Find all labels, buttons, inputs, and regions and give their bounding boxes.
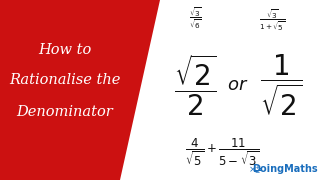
- Text: $\dfrac{\sqrt{2}}{2}$: $\dfrac{\sqrt{2}}{2}$: [173, 52, 217, 118]
- Text: $\times\!\frac{+}{-}$: $\times\!\frac{+}{-}$: [248, 164, 262, 174]
- Text: Rationalise the: Rationalise the: [9, 73, 121, 87]
- Text: DoingMaths: DoingMaths: [252, 164, 318, 174]
- Text: $\mathit{or}$: $\mathit{or}$: [227, 76, 249, 94]
- Polygon shape: [0, 0, 160, 180]
- Text: Denominator: Denominator: [17, 105, 113, 119]
- Text: How to: How to: [38, 43, 92, 57]
- Text: $\frac{\sqrt{3}}{1+\sqrt{5}}$: $\frac{\sqrt{3}}{1+\sqrt{5}}$: [259, 7, 285, 33]
- Text: $\frac{\sqrt{3}}{\sqrt{6}}$: $\frac{\sqrt{3}}{\sqrt{6}}$: [188, 5, 202, 31]
- Text: $\dfrac{4}{\sqrt{5}}+\dfrac{11}{5-\sqrt{3}}$: $\dfrac{4}{\sqrt{5}}+\dfrac{11}{5-\sqrt{…: [185, 136, 259, 168]
- Text: $\dfrac{1}{\sqrt{2}}$: $\dfrac{1}{\sqrt{2}}$: [260, 52, 302, 118]
